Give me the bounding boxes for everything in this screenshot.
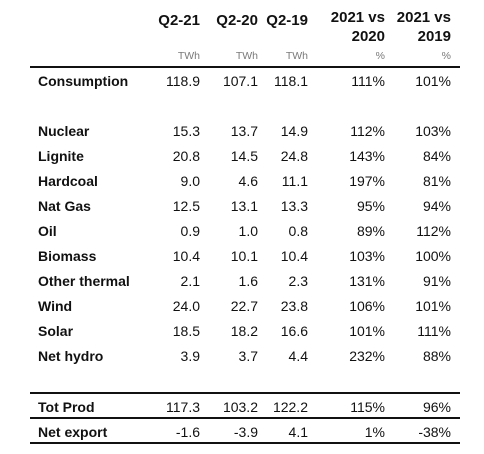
cell-net-hydro-q2-19: 4.4 — [288, 348, 308, 364]
cell-other-thermal-q2-19: 2.3 — [288, 273, 308, 289]
cell-hardcoal-q2-21: 9.0 — [180, 173, 200, 189]
row-label-other-thermal: Other thermal — [38, 273, 130, 289]
cell-nuclear-q2-21: 15.3 — [172, 123, 200, 139]
cell-consumption-q2-21: 118.9 — [166, 73, 200, 89]
row-label-consumption: Consumption — [38, 73, 129, 89]
cell-tot-prod-q2-20: 103.2 — [222, 399, 258, 415]
cell-hardcoal-q2-19: 11.1 — [281, 173, 308, 189]
header-q2-21: Q2-21 — [158, 12, 200, 29]
cell-wind-vs-2020: 106% — [349, 298, 385, 314]
cell-other-thermal-q2-20: 1.6 — [238, 273, 258, 289]
header-2021-vs-2020-line2: 2020 — [351, 28, 385, 45]
unit-q2-21: TWh — [177, 50, 200, 62]
header-q2-19: Q2-19 — [266, 12, 308, 29]
cell-other-thermal-vs-2020: 131% — [349, 273, 385, 289]
cell-oil-vs-2020: 89% — [356, 223, 385, 239]
cell-consumption-vs-2020: 111% — [351, 73, 385, 89]
total-rule — [30, 392, 460, 394]
cell-consumption-q2-19: 118.1 — [274, 73, 308, 89]
cell-tot-prod-q2-21: 117.3 — [166, 399, 200, 415]
row-label-nuclear: Nuclear — [38, 123, 90, 139]
bottom-rule — [30, 442, 460, 444]
cell-lignite-q2-19: 24.8 — [280, 148, 308, 164]
cell-net-hydro-q2-20: 3.7 — [238, 348, 258, 364]
cell-hardcoal-q2-20: 4.6 — [238, 173, 258, 189]
cell-nuclear-q2-19: 14.9 — [280, 123, 308, 139]
cell-hardcoal-vs-2020: 197% — [349, 173, 385, 189]
cell-net-export-vs-2020: 1% — [364, 424, 385, 440]
row-label-lignite: Lignite — [38, 148, 84, 164]
cell-nuclear-vs-2019: 103% — [415, 123, 451, 139]
unit-pct-2019: % — [441, 50, 451, 62]
cell-solar-vs-2020: 101% — [349, 323, 385, 339]
cell-nat-gas-q2-21: 12.5 — [172, 198, 200, 214]
cell-lignite-vs-2019: 84% — [422, 148, 451, 164]
cell-wind-q2-20: 22.7 — [230, 298, 258, 314]
cell-solar-q2-20: 18.2 — [230, 323, 258, 339]
cell-lignite-vs-2020: 143% — [349, 148, 385, 164]
cell-other-thermal-vs-2019: 91% — [422, 273, 451, 289]
cell-solar-q2-19: 16.6 — [280, 323, 308, 339]
row-label-hardcoal: Hardcoal — [38, 173, 98, 189]
cell-biomass-q2-19: 10.4 — [280, 248, 308, 264]
cell-tot-prod-vs-2020: 115% — [350, 399, 385, 415]
row-label-net-hydro: Net hydro — [38, 348, 104, 364]
cell-nat-gas-q2-19: 13.3 — [280, 198, 308, 214]
cell-net-export-q2-19: 4.1 — [288, 424, 308, 440]
cell-biomass-vs-2020: 103% — [349, 248, 385, 264]
cell-nat-gas-vs-2020: 95% — [356, 198, 385, 214]
cell-oil-q2-19: 0.8 — [288, 223, 308, 239]
header-2021-vs-2019-line1: 2021 vs — [396, 9, 451, 26]
row-label-solar: Solar — [38, 323, 74, 339]
cell-wind-q2-19: 23.8 — [280, 298, 308, 314]
cell-solar-vs-2019: 111% — [417, 323, 451, 339]
cell-lignite-q2-20: 14.5 — [230, 148, 258, 164]
cell-wind-vs-2019: 101% — [415, 298, 451, 314]
cell-biomass-vs-2019: 100% — [415, 248, 451, 264]
energy-balance-table: Q2-21 Q2-20 Q2-19 2021 vs 2020 2021 vs 2… — [30, 0, 460, 454]
cell-biomass-q2-20: 10.1 — [230, 248, 258, 264]
unit-q2-20: TWh — [235, 50, 258, 62]
cell-net-export-q2-20: -3.9 — [233, 424, 258, 440]
cell-net-export-vs-2019: -38% — [418, 424, 451, 440]
cell-biomass-q2-21: 10.4 — [172, 248, 200, 264]
cell-oil-q2-20: 1.0 — [238, 223, 258, 239]
cell-nat-gas-vs-2019: 94% — [422, 198, 451, 214]
header-2021-vs-2019-line2: 2019 — [417, 28, 451, 45]
cell-consumption-vs-2019: 101% — [415, 73, 451, 89]
cell-other-thermal-q2-21: 2.1 — [180, 273, 200, 289]
header-rule — [30, 66, 460, 68]
cell-net-export-q2-21: -1.6 — [175, 424, 200, 440]
row-label-net-export: Net export — [38, 424, 108, 440]
unit-q2-19: TWh — [285, 50, 308, 62]
unit-pct-2020: % — [375, 50, 385, 62]
header-2021-vs-2020-line1: 2021 vs — [330, 9, 385, 26]
cell-nat-gas-q2-20: 13.1 — [230, 198, 258, 214]
export-top-rule — [30, 417, 460, 419]
cell-net-hydro-q2-21: 3.9 — [180, 348, 200, 364]
cell-solar-q2-21: 18.5 — [172, 323, 200, 339]
cell-oil-vs-2019: 112% — [416, 223, 451, 239]
cell-tot-prod-vs-2019: 96% — [422, 399, 451, 415]
cell-consumption-q2-20: 107.1 — [222, 73, 258, 89]
cell-net-hydro-vs-2019: 88% — [422, 348, 451, 364]
cell-lignite-q2-21: 20.8 — [172, 148, 200, 164]
row-label-nat-gas: Nat Gas — [38, 198, 91, 214]
header-q2-20: Q2-20 — [216, 12, 258, 29]
cell-net-hydro-vs-2020: 232% — [349, 348, 385, 364]
cell-nuclear-q2-20: 13.7 — [230, 123, 258, 139]
cell-oil-q2-21: 0.9 — [180, 223, 200, 239]
row-label-tot-prod: Tot Prod — [38, 399, 95, 415]
row-label-oil: Oil — [38, 223, 57, 239]
cell-hardcoal-vs-2019: 81% — [422, 173, 451, 189]
cell-tot-prod-q2-19: 122.2 — [272, 399, 308, 415]
cell-nuclear-vs-2020: 112% — [350, 123, 385, 139]
cell-wind-q2-21: 24.0 — [172, 298, 200, 314]
row-label-wind: Wind — [38, 298, 73, 314]
row-label-biomass: Biomass — [38, 248, 97, 264]
